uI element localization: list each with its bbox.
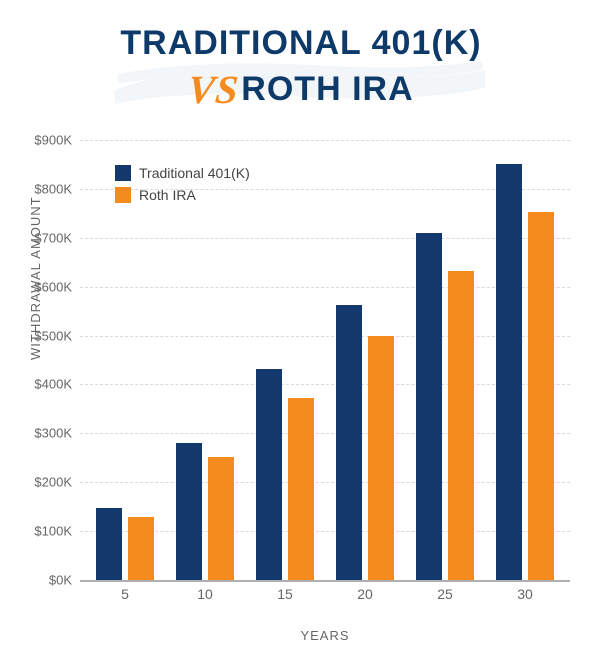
chart-area: $0K$100K$200K$300K$400K$500K$600K$700K$8… [80, 140, 570, 600]
bar [416, 233, 442, 580]
title-line2: VS ROTH IRA [188, 63, 413, 110]
y-tick-label: $0K [12, 573, 72, 588]
bar [208, 457, 234, 580]
legend-item: Roth IRA [115, 187, 250, 203]
legend-item: Traditional 401(K) [115, 165, 250, 181]
title-vs: VS [186, 66, 242, 113]
y-tick-label: $200K [12, 475, 72, 490]
bar [176, 443, 202, 580]
legend-label: Traditional 401(K) [139, 165, 250, 181]
legend-swatch [115, 187, 131, 203]
bar [96, 508, 122, 580]
bar [128, 517, 154, 580]
y-tick-label: $800K [12, 181, 72, 196]
x-tick-label: 25 [405, 586, 485, 602]
x-axis-baseline [80, 580, 570, 582]
x-axis-label: YEARS [80, 628, 570, 643]
y-tick-label: $500K [12, 328, 72, 343]
title-line1: TRADITIONAL 401(K) [0, 24, 602, 63]
legend-label: Roth IRA [139, 187, 196, 203]
y-tick-label: $100K [12, 524, 72, 539]
x-tick-label: 10 [165, 586, 245, 602]
x-tick-label: 30 [485, 586, 565, 602]
gridline [80, 140, 570, 141]
legend-swatch [115, 165, 131, 181]
bar [368, 336, 394, 580]
y-tick-label: $700K [12, 230, 72, 245]
bar [448, 271, 474, 580]
title-line2-rest: ROTH IRA [241, 70, 413, 109]
x-tick-label: 5 [85, 586, 165, 602]
y-tick-label: $300K [12, 426, 72, 441]
y-tick-label: $600K [12, 279, 72, 294]
x-tick-label: 20 [325, 586, 405, 602]
bar [288, 398, 314, 580]
bar [256, 369, 282, 580]
bar [336, 305, 362, 580]
y-tick-label: $400K [12, 377, 72, 392]
x-tick-label: 15 [245, 586, 325, 602]
chart-title: TRADITIONAL 401(K) VS ROTH IRA [0, 24, 602, 110]
y-tick-label: $900K [12, 133, 72, 148]
legend: Traditional 401(K) Roth IRA [115, 165, 250, 209]
bar [528, 212, 554, 580]
bar [496, 164, 522, 580]
